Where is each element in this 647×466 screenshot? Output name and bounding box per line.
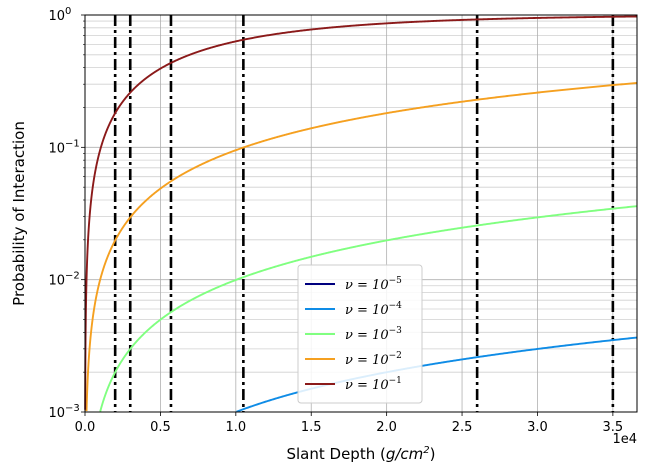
legend-entry-exponent: −4 <box>389 301 403 311</box>
legend: ν = 10−5ν = 10−4ν = 10−3ν = 10−2ν = 10−1 <box>297 264 423 404</box>
y-tick-label-base: 10 <box>48 9 65 24</box>
y-tick-label-exponent: 0 <box>65 6 71 17</box>
legend-box <box>297 264 423 404</box>
y-tick-label-exponent: −1 <box>65 138 80 149</box>
legend-entry-exponent: −1 <box>389 376 402 386</box>
x-axis-label-sup: 2 <box>423 445 429 456</box>
plot-frame <box>84 14 638 413</box>
x-axis-label-prefix: Slant Depth ( <box>286 445 385 463</box>
series-line <box>84 15 638 410</box>
x-tick-label: 1.0 <box>225 420 246 435</box>
x-tick-label: 2.0 <box>376 420 397 435</box>
x-axis-ticks: 0.0 0.5 1.0 1.5 2.0 2.5 3.0 3.5 <box>75 412 624 435</box>
legend-entry-exponent: −3 <box>389 326 403 336</box>
y-tick-label-base: 10 <box>48 406 65 421</box>
legend-entry-base: ν = 10 <box>345 378 389 393</box>
legend-entry-label: ν = 10−5 <box>345 276 402 293</box>
series-line <box>85 82 638 412</box>
x-tick-label: 0.5 <box>150 420 171 435</box>
minor-gridlines <box>85 20 637 373</box>
y-axis-label: Probability of Interaction <box>10 121 28 306</box>
x-tick-label: 3.5 <box>603 420 624 435</box>
y-tick-label-exponent: −3 <box>65 403 80 414</box>
y-tick-label: 10 <box>48 406 65 421</box>
x-tick-label: 3.0 <box>527 420 548 435</box>
legend-entry-label: ν = 10−3 <box>345 326 402 343</box>
legend-entry-label: ν = 10−2 <box>345 351 402 368</box>
legend-entry-base: ν = 10 <box>345 328 389 343</box>
x-axis-label: Slant Depth (g/cm2) <box>286 445 435 463</box>
legend-entry-base: ν = 10 <box>345 353 389 368</box>
legend-entry-exponent: −5 <box>389 276 403 286</box>
x-axis-label-var: g/cm <box>386 445 423 463</box>
vertical-marker-lines <box>113 15 615 412</box>
legend-entry-exponent: −2 <box>389 351 402 361</box>
x-tick-label: 1.5 <box>301 420 322 435</box>
legend-entry-label: ν = 10−4 <box>345 301 402 318</box>
legend-entry-base: ν = 10 <box>345 303 389 318</box>
y-tick-label-exponent: −2 <box>65 271 80 282</box>
series-line <box>99 205 638 412</box>
x-axis-multiplier: 1e4 <box>612 432 637 447</box>
y-tick-label: 10 <box>48 9 65 24</box>
legend-entry-base: ν = 10 <box>345 278 389 293</box>
x-tick-label: 0.0 <box>75 420 96 435</box>
x-tick-label: 2.5 <box>452 420 473 435</box>
y-tick-label-base: 10 <box>48 274 65 289</box>
y-tick-label-base: 10 <box>48 141 65 156</box>
series-curves <box>84 15 638 413</box>
x-axis-label-suffix: ) <box>430 445 436 463</box>
legend-entry-label: ν = 10−1 <box>345 376 402 393</box>
y-tick-label: 10 <box>48 141 65 156</box>
y-tick-label: 10 <box>48 274 65 289</box>
